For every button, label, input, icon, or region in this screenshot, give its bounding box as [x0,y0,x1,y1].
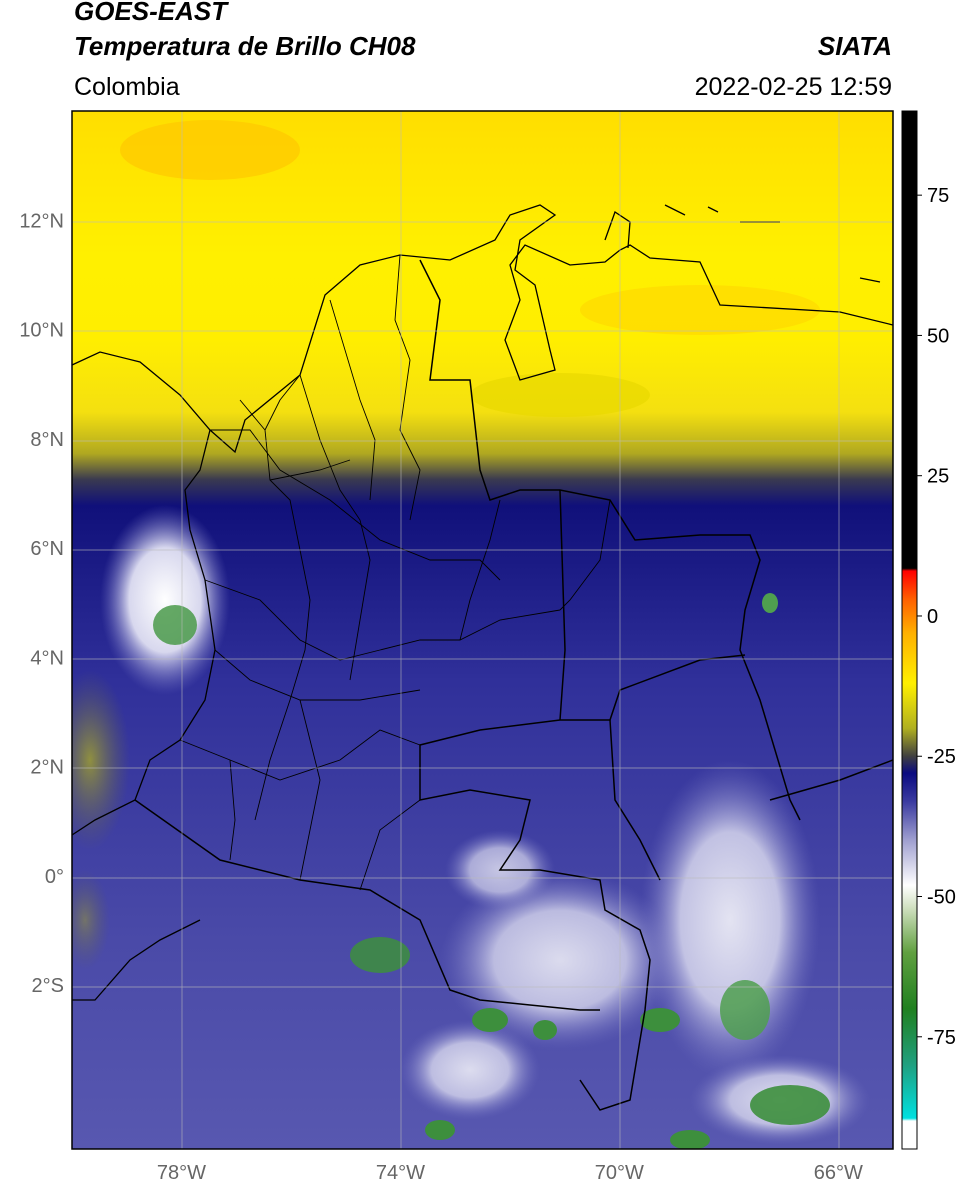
deep-convection-10 [762,593,778,613]
lat-tick-label: 6°N [30,538,64,560]
lat-tick-label: 0° [45,866,64,888]
warm-patch-2 [580,285,820,335]
org-label: SIATA [817,31,892,61]
lat-tick-label: 12°N [19,210,64,232]
lat-tick-label: 2°N [30,757,64,779]
lat-tick-label: 10°N [19,320,64,342]
lon-tick-label: 70°W [595,1162,644,1184]
map-frame [71,110,894,1150]
dry-patch [470,373,650,417]
cloud-cluster-east [640,760,820,1080]
lon-tick-label: 78°W [157,1162,206,1184]
latitude-labels: 12°N 10°N 8°N 6°N 4°N 2°N 0° 2°S [19,210,64,997]
region-label: Colombia [74,73,180,101]
deep-convection-4 [533,1020,557,1040]
colorbar-tick-label: 0 [927,606,938,628]
deep-convection-3 [472,1008,508,1032]
lon-tick-label: 66°W [814,1162,863,1184]
colorbar-tick-label: 75 [927,185,949,207]
deep-convection-1 [153,605,197,645]
deep-convection-5 [640,1008,680,1032]
warm-patch [120,120,300,180]
lat-tick-label: 2°S [32,975,64,997]
deep-convection-9 [670,1130,710,1149]
pacific-dry-patch-2 [72,870,110,970]
longitude-labels: 78°W 74°W 70°W 66°W [157,1162,863,1184]
deep-convection-6 [720,980,770,1040]
country-borders [134,259,893,1111]
colorbar [901,110,918,1150]
deep-convection-2 [350,937,410,973]
lat-tick-label: 8°N [30,429,64,451]
satellite-imagery [72,111,893,1149]
deep-convection-7 [750,1085,830,1125]
coastline [72,204,893,1001]
pacific-dry-patch [72,670,130,850]
graticule [72,111,893,1149]
title-line1: GOES-EAST [74,0,228,26]
cloud-cluster-south [400,1020,540,1120]
lat-tick-label: 4°N [30,647,64,669]
colorbar-tick-label: -25 [927,746,956,768]
cloud-cluster-pacific [100,505,230,695]
colorbar-tick-label: 25 [927,466,949,488]
colorbar-ticks: 75 50 25 0 -25 -50 -75 [917,185,956,1049]
title-line2: Temperatura de Brillo CH08 [74,31,416,61]
colorbar-tick-label: -75 [927,1027,956,1049]
department-borders [179,254,611,891]
lon-tick-label: 74°W [376,1162,425,1184]
datetime-label: 2022-02-25 12:59 [694,73,892,101]
colorbar-tick-label: 50 [927,325,949,347]
colorbar-tick-label: -50 [927,887,956,909]
deep-convection-8 [425,1120,455,1140]
